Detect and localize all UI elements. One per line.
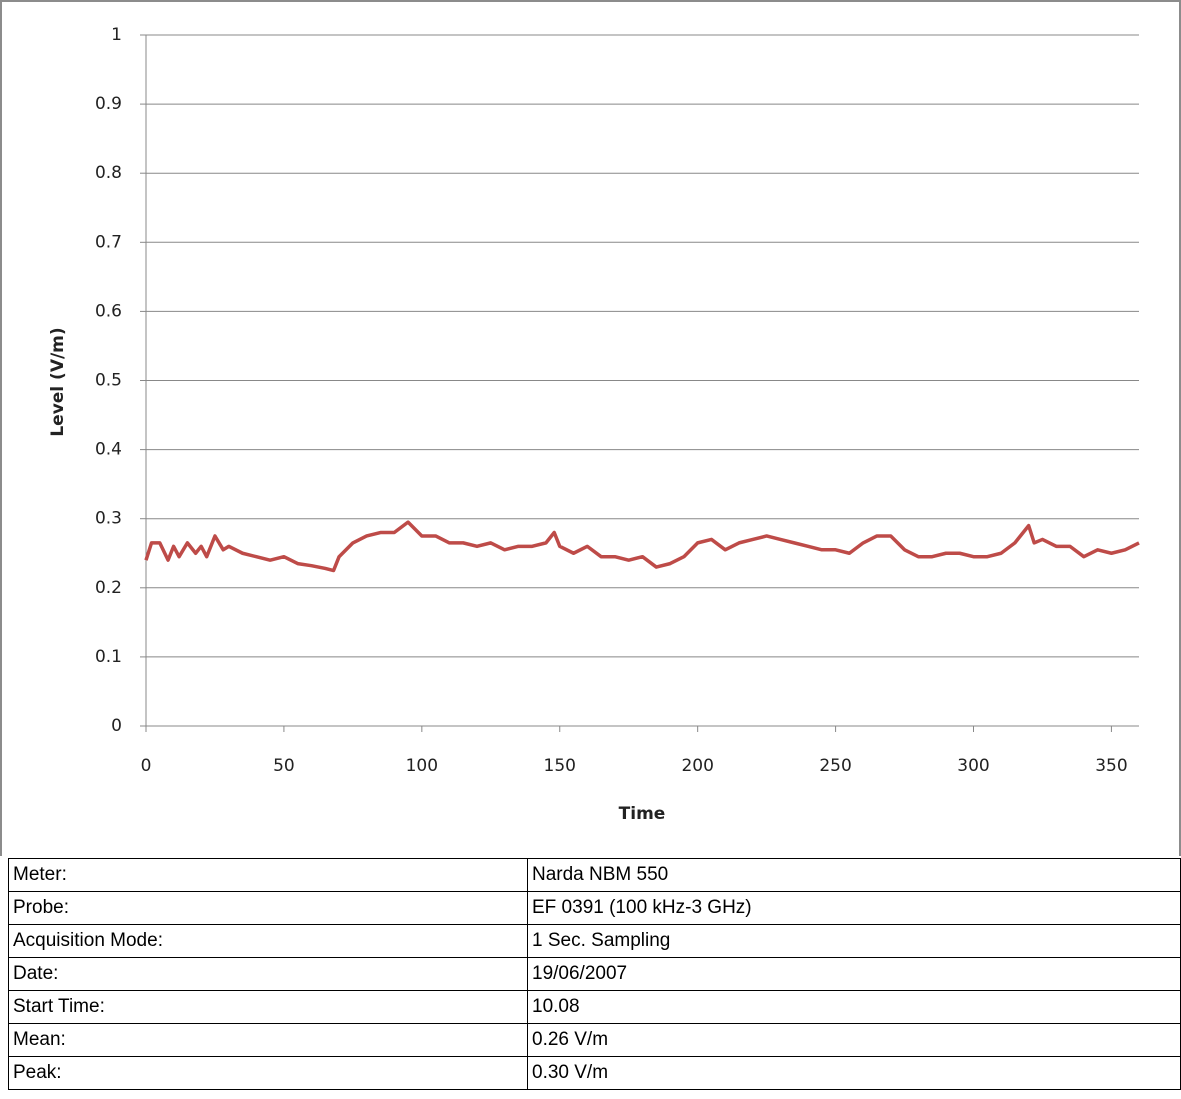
- row-value: 0.30 V/m: [527, 1056, 1181, 1090]
- row-label: Acquisition Mode:: [8, 924, 528, 958]
- row-value: 19/06/2007: [527, 957, 1181, 991]
- chart-frame: Time Level (V/m) 0 0.1 0.2 0.3 0.4 0.5 0.6 0.7 0…: [0, 0, 1181, 856]
- y-tick-label: 0: [111, 716, 122, 736]
- row-value: EF 0391 (100 kHz-3 GHz): [527, 891, 1181, 925]
- y-tick-label: 0.3: [95, 509, 122, 529]
- x-tick-label: 150: [544, 756, 576, 776]
- row-label: Meter:: [8, 858, 528, 892]
- y-tick-label: 0.6: [95, 301, 122, 321]
- y-tick-label: 1: [111, 25, 122, 45]
- table-row: Peak: 0.30 V/m: [8, 1056, 1181, 1090]
- row-value: Narda NBM 550: [527, 858, 1181, 892]
- y-tick-label: 0.2: [95, 578, 122, 598]
- table-row: Acquisition Mode: 1 Sec. Sampling: [8, 924, 1181, 958]
- chart: Time Level (V/m) 0 0.1 0.2 0.3 0.4 0.5 0.6 0.7 0…: [48, 25, 1140, 824]
- table-row: Probe: EF 0391 (100 kHz-3 GHz): [8, 891, 1181, 925]
- x-tick-label: 100: [406, 756, 438, 776]
- y-tick-label: 0.9: [95, 94, 122, 114]
- y-axis-label: Level (V/m): [48, 327, 68, 436]
- y-tick-label: 0.8: [95, 163, 122, 183]
- table-row: Mean: 0.26 V/m: [8, 1023, 1181, 1057]
- x-tick-label: 300: [957, 756, 989, 776]
- x-tick-label: 0: [141, 756, 152, 776]
- x-axis-label: Time: [619, 804, 666, 824]
- info-table: Meter: Narda NBM 550 Probe: EF 0391 (100 kH…: [8, 858, 1181, 1090]
- x-tick-label: 200: [681, 756, 713, 776]
- row-label: Start Time:: [8, 990, 528, 1024]
- row-label: Date:: [8, 957, 528, 991]
- table-row: Start Time: 10.08: [8, 990, 1181, 1024]
- row-value: 10.08: [527, 990, 1181, 1024]
- row-label: Probe:: [8, 891, 528, 925]
- table-row: Meter: Narda NBM 550: [8, 858, 1181, 892]
- table-row: Date: 19/06/2007: [8, 957, 1181, 991]
- y-tick-label: 0.7: [95, 232, 122, 252]
- row-label: Peak:: [8, 1056, 528, 1090]
- x-tick-label: 350: [1095, 756, 1127, 776]
- y-tick-label: 0.1: [95, 647, 122, 667]
- x-tick-label: 50: [273, 756, 295, 776]
- row-label: Mean:: [8, 1023, 528, 1057]
- row-value: 1 Sec. Sampling: [527, 924, 1181, 958]
- y-tick-label: 0.5: [95, 371, 122, 391]
- row-value: 0.26 V/m: [527, 1023, 1181, 1057]
- x-tick-label: 250: [819, 756, 851, 776]
- data-line: [144, 520, 1140, 573]
- y-tick-label: 0.4: [95, 440, 122, 460]
